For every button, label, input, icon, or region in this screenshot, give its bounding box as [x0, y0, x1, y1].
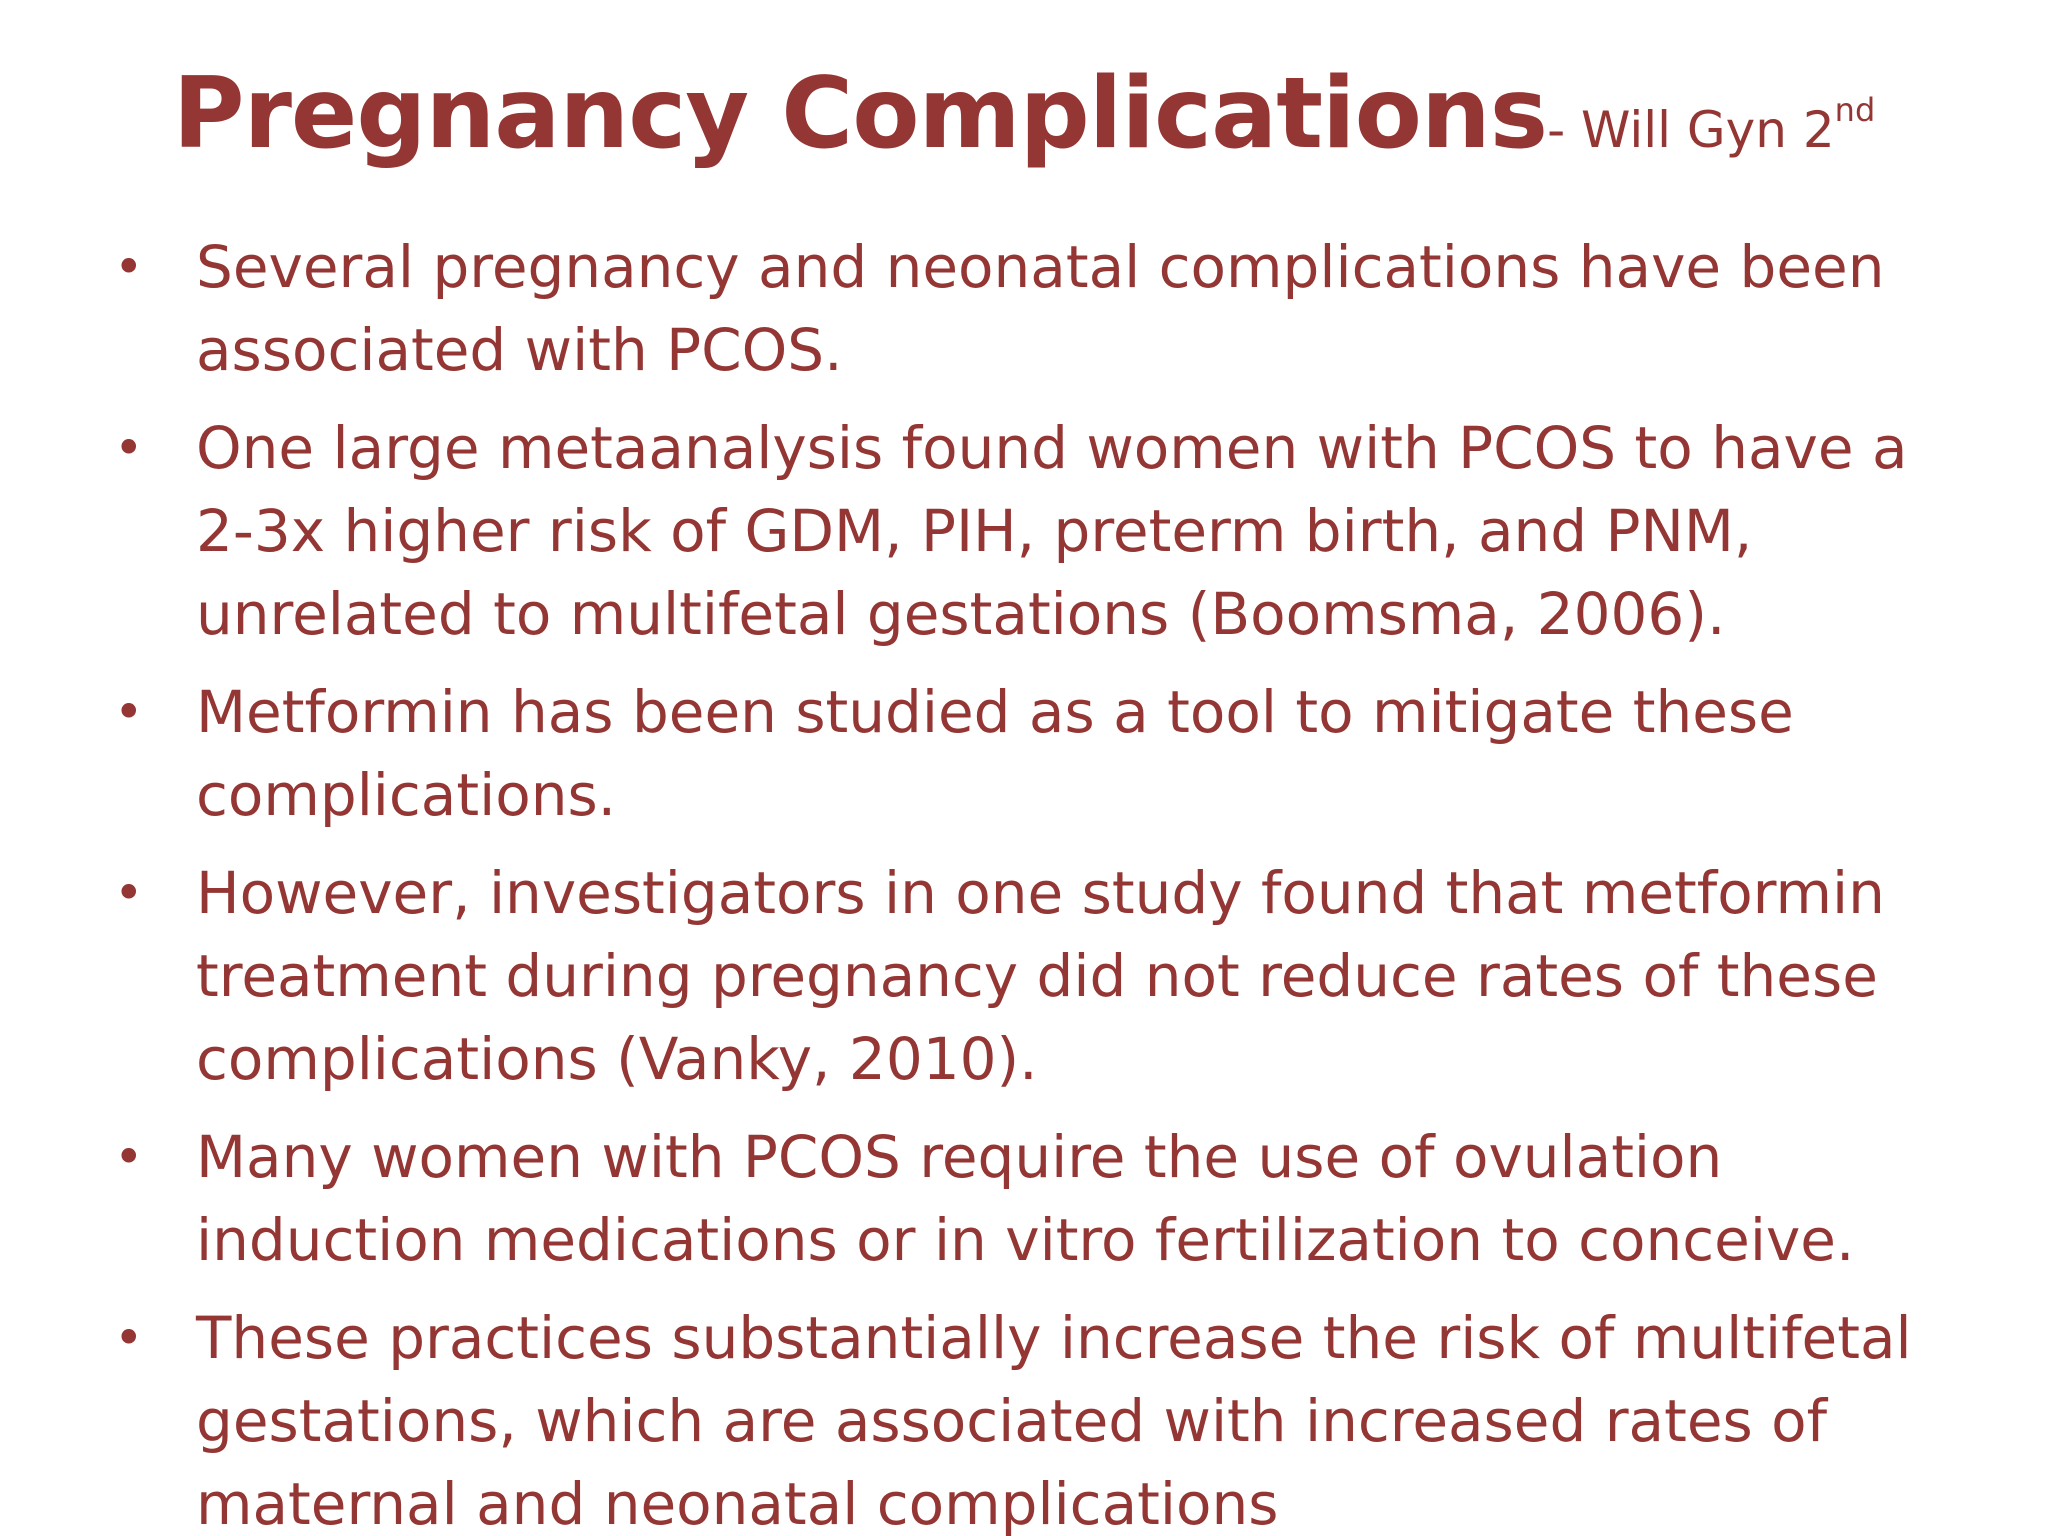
- bullet-icon: •: [114, 238, 144, 296]
- bullet-icon: •: [114, 864, 144, 922]
- title-suffix: - Will Gyn 2nd: [1547, 94, 1875, 159]
- bullet-text: One large metaanalysis found women with …: [196, 414, 1908, 648]
- bullet-item: • One large metaanalysis found women wit…: [110, 407, 1970, 656]
- bullet-icon: •: [114, 683, 144, 741]
- title-main: Pregnancy Complications: [172, 57, 1548, 171]
- bullet-text: Several pregnancy and neonatal complicat…: [196, 233, 1885, 384]
- title-suffix-superscript: nd: [1834, 91, 1876, 129]
- bullet-icon: •: [114, 419, 144, 477]
- bullet-icon: •: [114, 1309, 144, 1367]
- bullet-list: • Several pregnancy and neonatal complic…: [110, 226, 1970, 1536]
- bullet-text: Metformin has been studied as a tool to …: [196, 678, 1794, 829]
- slide-title: Pregnancy Complications- Will Gyn 2nd: [0, 58, 2048, 171]
- bullet-text: These practices substantially increase t…: [196, 1304, 1912, 1536]
- bullet-item: • Metformin has been studied as a tool t…: [110, 671, 1970, 837]
- title-suffix-text: - Will Gyn 2: [1547, 101, 1835, 159]
- bullet-item: • However, investigators in one study fo…: [110, 852, 1970, 1101]
- bullet-item: • These practices substantially increase…: [110, 1297, 1970, 1536]
- bullet-text: Many women with PCOS require the use of …: [196, 1123, 1855, 1274]
- bullet-item: • Many women with PCOS require the use o…: [110, 1116, 1970, 1282]
- bullet-text: However, investigators in one study foun…: [196, 859, 1885, 1093]
- bullet-item: • Several pregnancy and neonatal complic…: [110, 226, 1970, 392]
- bullet-icon: •: [114, 1128, 144, 1186]
